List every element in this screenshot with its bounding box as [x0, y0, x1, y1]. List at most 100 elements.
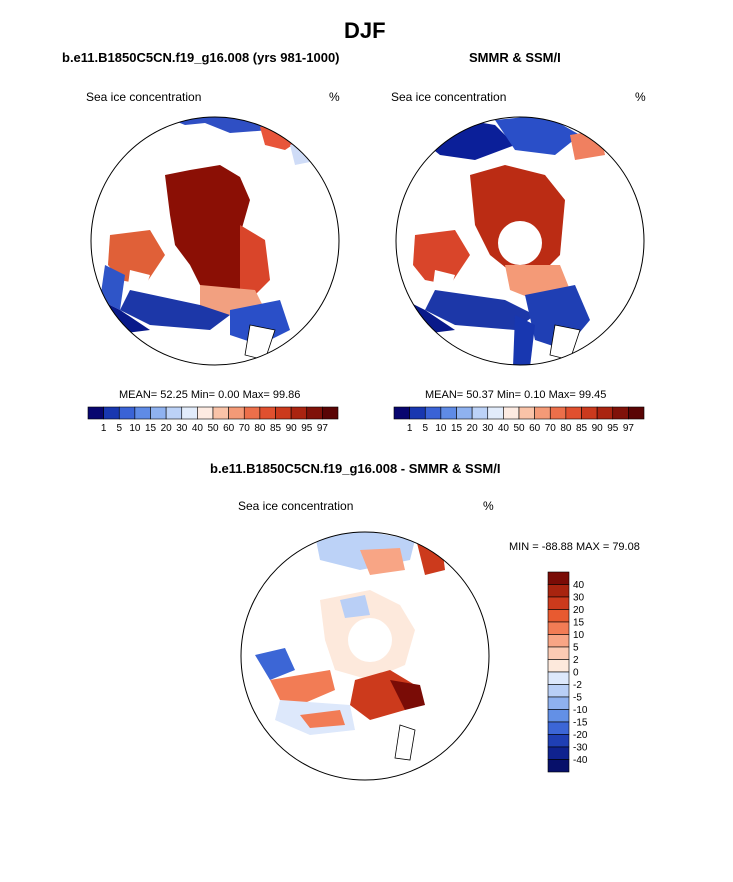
colorbar-box — [547, 709, 570, 723]
panel-3-minmax: MIN = -88.88 MAX = 79.08 — [509, 541, 640, 553]
colorbar-box — [440, 406, 457, 420]
colorbar-box — [212, 406, 229, 420]
colorbar-tick-label: 40 — [498, 423, 510, 434]
colorbar-tick-label: 80 — [254, 423, 266, 434]
colorbar-box — [547, 646, 570, 660]
panel-1-units: % — [329, 90, 340, 104]
colorbar-box — [275, 406, 292, 420]
colorbar-box — [409, 406, 426, 420]
panel-2-stats: MEAN= 50.37 Min= 0.10 Max= 99.45 — [425, 389, 606, 401]
panel-3-units: % — [483, 499, 494, 513]
colorbar-box — [503, 406, 520, 420]
panel-2-variable: Sea ice concentration — [391, 90, 507, 104]
colorbar-box — [628, 406, 645, 420]
colorbar-tick-label: 10 — [129, 423, 141, 434]
colorbar-tick-label: -40 — [573, 755, 588, 766]
colorbar-box — [243, 406, 261, 420]
colorbar-box — [596, 406, 614, 420]
panel-1-min: 0.00 — [218, 389, 240, 401]
colorbar-tick-label: -15 — [573, 718, 588, 729]
colorbar-tick-label: 10 — [435, 423, 447, 434]
panel-1-mean: 52.25 — [160, 389, 188, 401]
colorbar-box — [547, 596, 570, 610]
page-title: DJF — [344, 18, 386, 43]
colorbar-box — [547, 759, 570, 773]
colorbar-box — [547, 746, 570, 760]
panel-2-mean: 50.37 — [466, 389, 494, 401]
colorbar-box — [547, 621, 570, 635]
colorbar-tick-label: 85 — [576, 423, 588, 434]
colorbar-tick-label: 50 — [207, 423, 219, 434]
colorbar-tick-label: 60 — [223, 423, 235, 434]
colorbar-tick-label: 15 — [145, 423, 157, 434]
colorbar-tick-label: -2 — [573, 680, 582, 691]
panel-2-min-label: Min= — [496, 389, 522, 401]
colorbar-box — [547, 684, 570, 698]
colorbar-tick-label: 40 — [192, 423, 204, 434]
colorbar-box — [534, 406, 551, 420]
panel-1-stats: MEAN= 52.25 Min= 0.00 Max= 99.86 — [119, 389, 300, 401]
colorbar-box — [471, 406, 489, 420]
colorbar-tick-label: 80 — [560, 423, 572, 434]
colorbar-box — [424, 406, 442, 420]
colorbar-box — [197, 406, 214, 420]
colorbar-box — [547, 734, 570, 748]
colorbar-box — [87, 406, 104, 420]
colorbar-box — [134, 406, 151, 420]
colorbar-tick-label: 95 — [301, 423, 313, 434]
colorbar-box — [393, 406, 410, 420]
colorbar-tick-label: 20 — [161, 423, 173, 434]
colorbar-box — [581, 406, 598, 420]
colorbar-tick-label: 85 — [270, 423, 282, 434]
panel-2-min: 0.10 — [524, 389, 546, 401]
colorbar-box — [547, 696, 570, 710]
colorbar-tick-label: 50 — [513, 423, 525, 434]
colorbar-box — [547, 721, 570, 735]
colorbar-tick-label: 15 — [451, 423, 463, 434]
colorbar-box — [150, 406, 167, 420]
panel-1-mean-label: MEAN= — [119, 389, 158, 401]
colorbar-box — [547, 584, 570, 598]
colorbar-box — [487, 406, 504, 420]
colorbar-tick-label: -5 — [573, 693, 582, 704]
panel-3-map — [240, 531, 490, 781]
colorbar-box — [165, 406, 183, 420]
colorbar-box — [181, 406, 198, 420]
panel-2-colorbar: 1 5 10 15 20 30 40 50 60 70 80 85 90 95 97 — [393, 406, 645, 434]
colorbar-box — [565, 406, 582, 420]
colorbar-tick-label: 2 — [573, 655, 579, 666]
colorbar-box — [290, 406, 308, 420]
colorbar-box — [547, 659, 570, 673]
panel-1-title: b.e11.B1850C5CN.f19_g16.008 (yrs 981-100… — [62, 50, 340, 65]
colorbar-tick-label: 90 — [592, 423, 604, 434]
colorbar-tick-label: 0 — [573, 668, 579, 679]
colorbar-box — [547, 634, 570, 648]
colorbar-box — [228, 406, 245, 420]
panel-1-min-label: Min= — [190, 389, 216, 401]
colorbar-tick-label: 15 — [573, 618, 585, 629]
colorbar-box — [547, 571, 570, 585]
colorbar-tick-label: 10 — [573, 630, 585, 641]
colorbar-box — [456, 406, 473, 420]
panel-1-map — [90, 116, 340, 366]
colorbar-tick-label: 30 — [176, 423, 188, 434]
colorbar-tick-label: 1 — [101, 423, 107, 434]
colorbar-tick-label: -20 — [573, 730, 588, 741]
colorbar-tick-label: 5 — [573, 643, 579, 654]
panel-3-title: b.e11.B1850C5CN.f19_g16.008 - SMMR & SSM… — [210, 461, 501, 476]
colorbar-tick-label: 30 — [482, 423, 494, 434]
panel-3-variable: Sea ice concentration — [238, 499, 354, 513]
colorbar-box — [118, 406, 136, 420]
colorbar-tick-label: -30 — [573, 743, 588, 754]
colorbar-tick-label: 20 — [573, 605, 585, 616]
colorbar-tick-label: 97 — [623, 423, 635, 434]
panel-2-max: 99.45 — [578, 389, 607, 401]
colorbar-box — [612, 406, 629, 420]
colorbar-tick-label: -10 — [573, 705, 588, 716]
colorbar-tick-label: 97 — [317, 423, 329, 434]
colorbar-tick-label: 1 — [407, 423, 413, 434]
colorbar-box — [518, 406, 535, 420]
colorbar-tick-label: 95 — [607, 423, 619, 434]
colorbar-tick-label: 70 — [545, 423, 557, 434]
